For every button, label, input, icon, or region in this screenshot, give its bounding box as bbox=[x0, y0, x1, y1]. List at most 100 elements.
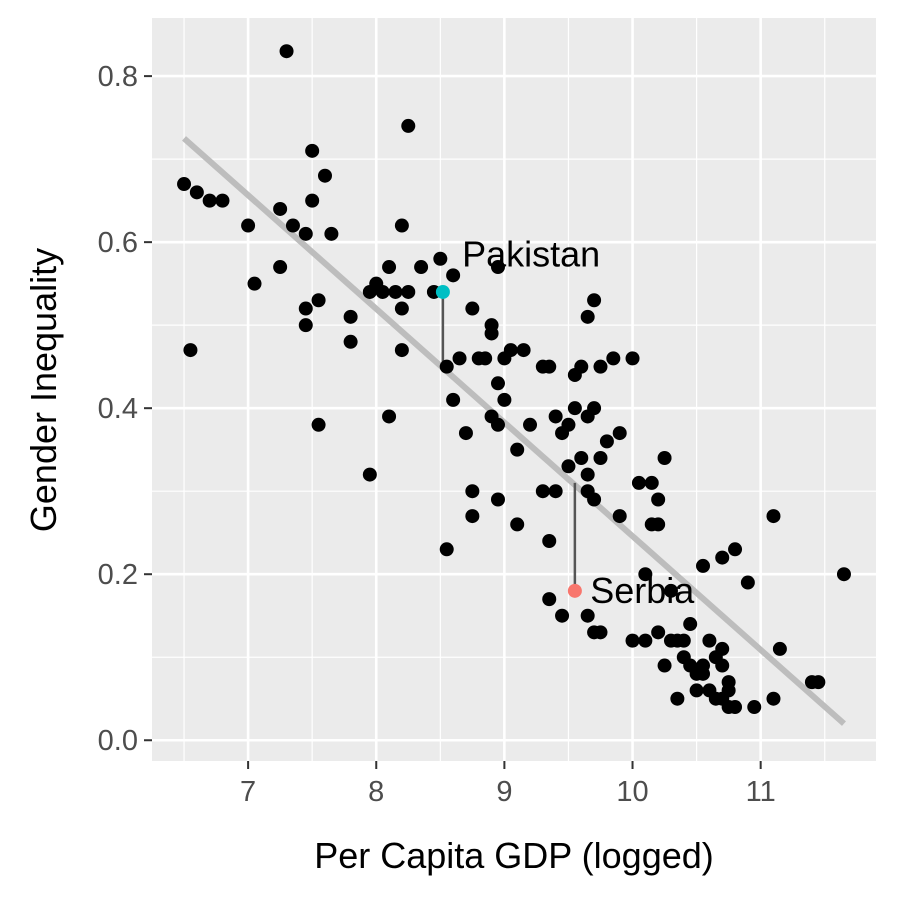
data-point bbox=[285, 218, 300, 233]
data-point bbox=[657, 450, 672, 465]
data-point bbox=[465, 301, 480, 316]
data-point bbox=[311, 293, 326, 308]
data-point bbox=[452, 351, 467, 366]
highlighted-points bbox=[435, 284, 582, 598]
data-point bbox=[631, 475, 646, 490]
data-point bbox=[580, 484, 595, 499]
data-point bbox=[382, 409, 397, 424]
data-point bbox=[478, 351, 493, 366]
data-point bbox=[490, 376, 505, 391]
data-point bbox=[458, 426, 473, 441]
data-point bbox=[189, 185, 204, 200]
data-point bbox=[651, 517, 666, 532]
residual-lines bbox=[441, 291, 577, 591]
data-point bbox=[766, 509, 781, 524]
data-point bbox=[510, 517, 525, 532]
panel-background bbox=[152, 18, 876, 761]
data-point bbox=[638, 633, 653, 648]
y-axis-title: Gender Inequality bbox=[23, 248, 64, 532]
data-point bbox=[638, 567, 653, 582]
data-point bbox=[696, 666, 711, 681]
data-point bbox=[202, 193, 217, 208]
x-tick-label: 9 bbox=[496, 776, 512, 808]
data-point bbox=[177, 177, 192, 192]
data-point bbox=[676, 633, 691, 648]
data-point bbox=[683, 617, 698, 632]
point-labels: Pakistan Serbia bbox=[462, 234, 695, 611]
data-point bbox=[593, 625, 608, 640]
data-point bbox=[567, 401, 582, 416]
point-label-pakistan: Pakistan bbox=[462, 234, 600, 275]
data-point bbox=[317, 168, 332, 183]
data-point bbox=[587, 293, 602, 308]
data-point bbox=[484, 326, 499, 341]
data-point bbox=[523, 417, 538, 432]
data-point bbox=[305, 143, 320, 158]
data-point bbox=[542, 592, 557, 607]
data-point bbox=[606, 351, 621, 366]
y-axis-ticks: 0.0 0.2 0.4 0.6 0.8 bbox=[98, 61, 152, 757]
data-point bbox=[241, 218, 256, 233]
data-point bbox=[811, 675, 826, 690]
data-point bbox=[561, 417, 576, 432]
data-point bbox=[535, 484, 550, 499]
data-point bbox=[612, 509, 627, 524]
data-point bbox=[772, 641, 787, 656]
point-label-serbia: Serbia bbox=[590, 570, 695, 611]
data-point bbox=[401, 284, 416, 299]
data-point bbox=[298, 226, 313, 241]
data-point bbox=[414, 260, 429, 275]
data-point bbox=[490, 260, 505, 275]
data-point bbox=[728, 700, 743, 715]
data-point bbox=[362, 284, 377, 299]
data-point bbox=[305, 193, 320, 208]
data-point bbox=[561, 459, 576, 474]
data-point bbox=[401, 118, 416, 133]
data-point bbox=[446, 268, 461, 283]
x-tick-label: 10 bbox=[616, 776, 648, 808]
data-point bbox=[580, 467, 595, 482]
data-point bbox=[670, 691, 685, 706]
data-point bbox=[298, 318, 313, 333]
x-tick-label: 8 bbox=[368, 776, 384, 808]
data-point bbox=[715, 658, 730, 673]
data-point bbox=[465, 509, 480, 524]
x-axis-ticks: 7 8 9 10 11 bbox=[240, 761, 776, 808]
data-point bbox=[721, 675, 736, 690]
data-point bbox=[612, 426, 627, 441]
data-point bbox=[394, 343, 409, 358]
y-tick-label: 0.8 bbox=[98, 61, 138, 93]
data-point bbox=[273, 260, 288, 275]
data-point bbox=[625, 633, 640, 648]
data-point bbox=[625, 351, 640, 366]
x-axis-title: Per Capita GDP (logged) bbox=[314, 835, 714, 876]
data-point bbox=[311, 417, 326, 432]
data-point bbox=[702, 633, 717, 648]
data-point bbox=[382, 260, 397, 275]
data-point bbox=[433, 251, 448, 266]
data-point bbox=[279, 44, 294, 59]
data-point bbox=[651, 625, 666, 640]
data-point bbox=[324, 226, 339, 241]
data-points bbox=[177, 44, 851, 715]
data-point bbox=[215, 193, 230, 208]
data-point bbox=[715, 641, 730, 656]
x-tick-label: 11 bbox=[746, 776, 776, 808]
trend-line bbox=[182, 136, 846, 726]
data-point bbox=[548, 409, 563, 424]
data-point bbox=[298, 301, 313, 316]
data-point bbox=[836, 567, 851, 582]
x-tick-label: 7 bbox=[240, 776, 256, 808]
data-point bbox=[439, 542, 454, 557]
data-point bbox=[587, 401, 602, 416]
data-point bbox=[651, 492, 666, 507]
data-point bbox=[580, 309, 595, 324]
data-point bbox=[696, 558, 711, 573]
data-point bbox=[574, 450, 589, 465]
data-point bbox=[497, 392, 512, 407]
data-point bbox=[542, 534, 557, 549]
data-point bbox=[689, 683, 704, 698]
y-tick-label: 0.0 bbox=[98, 725, 138, 757]
data-point bbox=[555, 608, 570, 623]
